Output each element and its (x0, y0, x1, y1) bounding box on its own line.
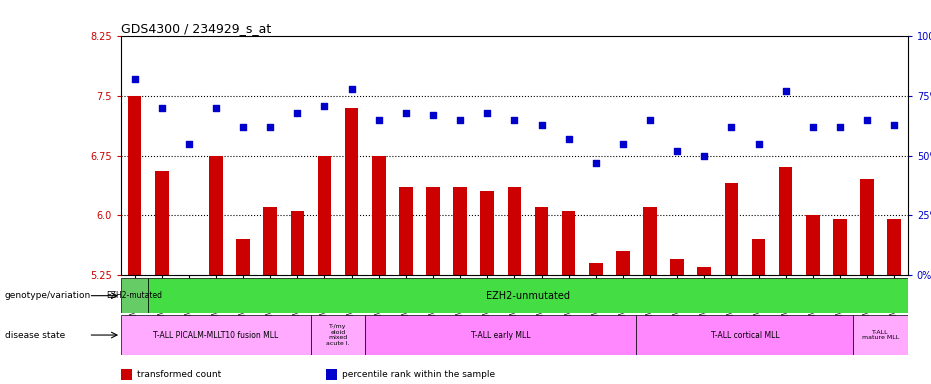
Point (561, 136, 576, 142)
Bar (365, 315, 637, 355)
Point (182, 141, 196, 147)
Bar (311, 315, 365, 355)
Point (371, 117, 386, 123)
Bar (507, 187, 521, 275)
Bar (616, 251, 629, 275)
Text: genotype/variation: genotype/variation (5, 291, 91, 300)
Bar (236, 239, 250, 275)
Bar (480, 191, 494, 275)
Bar (697, 266, 711, 275)
Bar (290, 211, 304, 275)
Bar (399, 187, 412, 275)
Bar (317, 156, 331, 275)
Point (452, 117, 467, 123)
Point (696, 152, 711, 159)
Point (290, 109, 304, 116)
Point (236, 124, 250, 130)
Text: GDS4300 / 234929_s_at: GDS4300 / 234929_s_at (121, 22, 271, 35)
Bar (344, 108, 358, 275)
Bar (155, 171, 169, 275)
Bar (561, 211, 575, 275)
Text: disease state: disease state (5, 331, 65, 339)
Point (534, 121, 549, 127)
Point (778, 88, 793, 94)
Point (128, 76, 142, 83)
Point (615, 141, 630, 147)
Point (588, 160, 603, 166)
Point (751, 141, 766, 147)
Bar (534, 207, 548, 275)
Point (669, 148, 684, 154)
Bar (637, 315, 854, 355)
Text: EZH2-mutated: EZH2-mutated (106, 291, 163, 300)
Point (209, 105, 223, 111)
Point (886, 121, 901, 127)
Bar (128, 96, 142, 275)
Point (155, 105, 169, 111)
Point (479, 109, 494, 116)
Point (263, 124, 277, 130)
Point (642, 117, 657, 123)
Bar (779, 167, 792, 275)
Bar (372, 156, 385, 275)
Bar (643, 207, 656, 275)
Point (317, 103, 332, 109)
Text: T-ALL early MLL: T-ALL early MLL (471, 331, 531, 339)
Bar (860, 179, 874, 275)
Point (398, 109, 413, 116)
Point (805, 124, 820, 130)
Bar (887, 219, 901, 275)
Bar (426, 187, 439, 275)
Bar (209, 156, 223, 275)
Text: T-ALL
mature MLL: T-ALL mature MLL (862, 329, 899, 341)
Bar (833, 219, 846, 275)
Bar (724, 183, 738, 275)
Point (344, 86, 359, 92)
Point (859, 117, 874, 123)
Bar (121, 315, 311, 355)
Text: EZH2-unmutated: EZH2-unmutated (486, 291, 570, 301)
Bar (121, 278, 148, 313)
Bar (263, 207, 277, 275)
Bar (453, 187, 467, 275)
Text: T-ALL cortical MLL: T-ALL cortical MLL (710, 331, 779, 339)
Bar (854, 315, 908, 355)
Bar (751, 239, 765, 275)
Bar (806, 215, 819, 275)
Bar (670, 259, 684, 275)
Text: T-ALL PICALM-MLLT10 fusion MLL: T-ALL PICALM-MLLT10 fusion MLL (154, 331, 278, 339)
Point (832, 124, 847, 130)
Text: percentile rank within the sample: percentile rank within the sample (342, 370, 494, 379)
Point (724, 124, 739, 130)
Point (506, 117, 521, 123)
Point (425, 112, 440, 118)
Text: transformed count: transformed count (137, 370, 221, 379)
Bar (589, 263, 602, 275)
Text: T-/my
eloid
mixed
acute l.: T-/my eloid mixed acute l. (326, 324, 350, 346)
